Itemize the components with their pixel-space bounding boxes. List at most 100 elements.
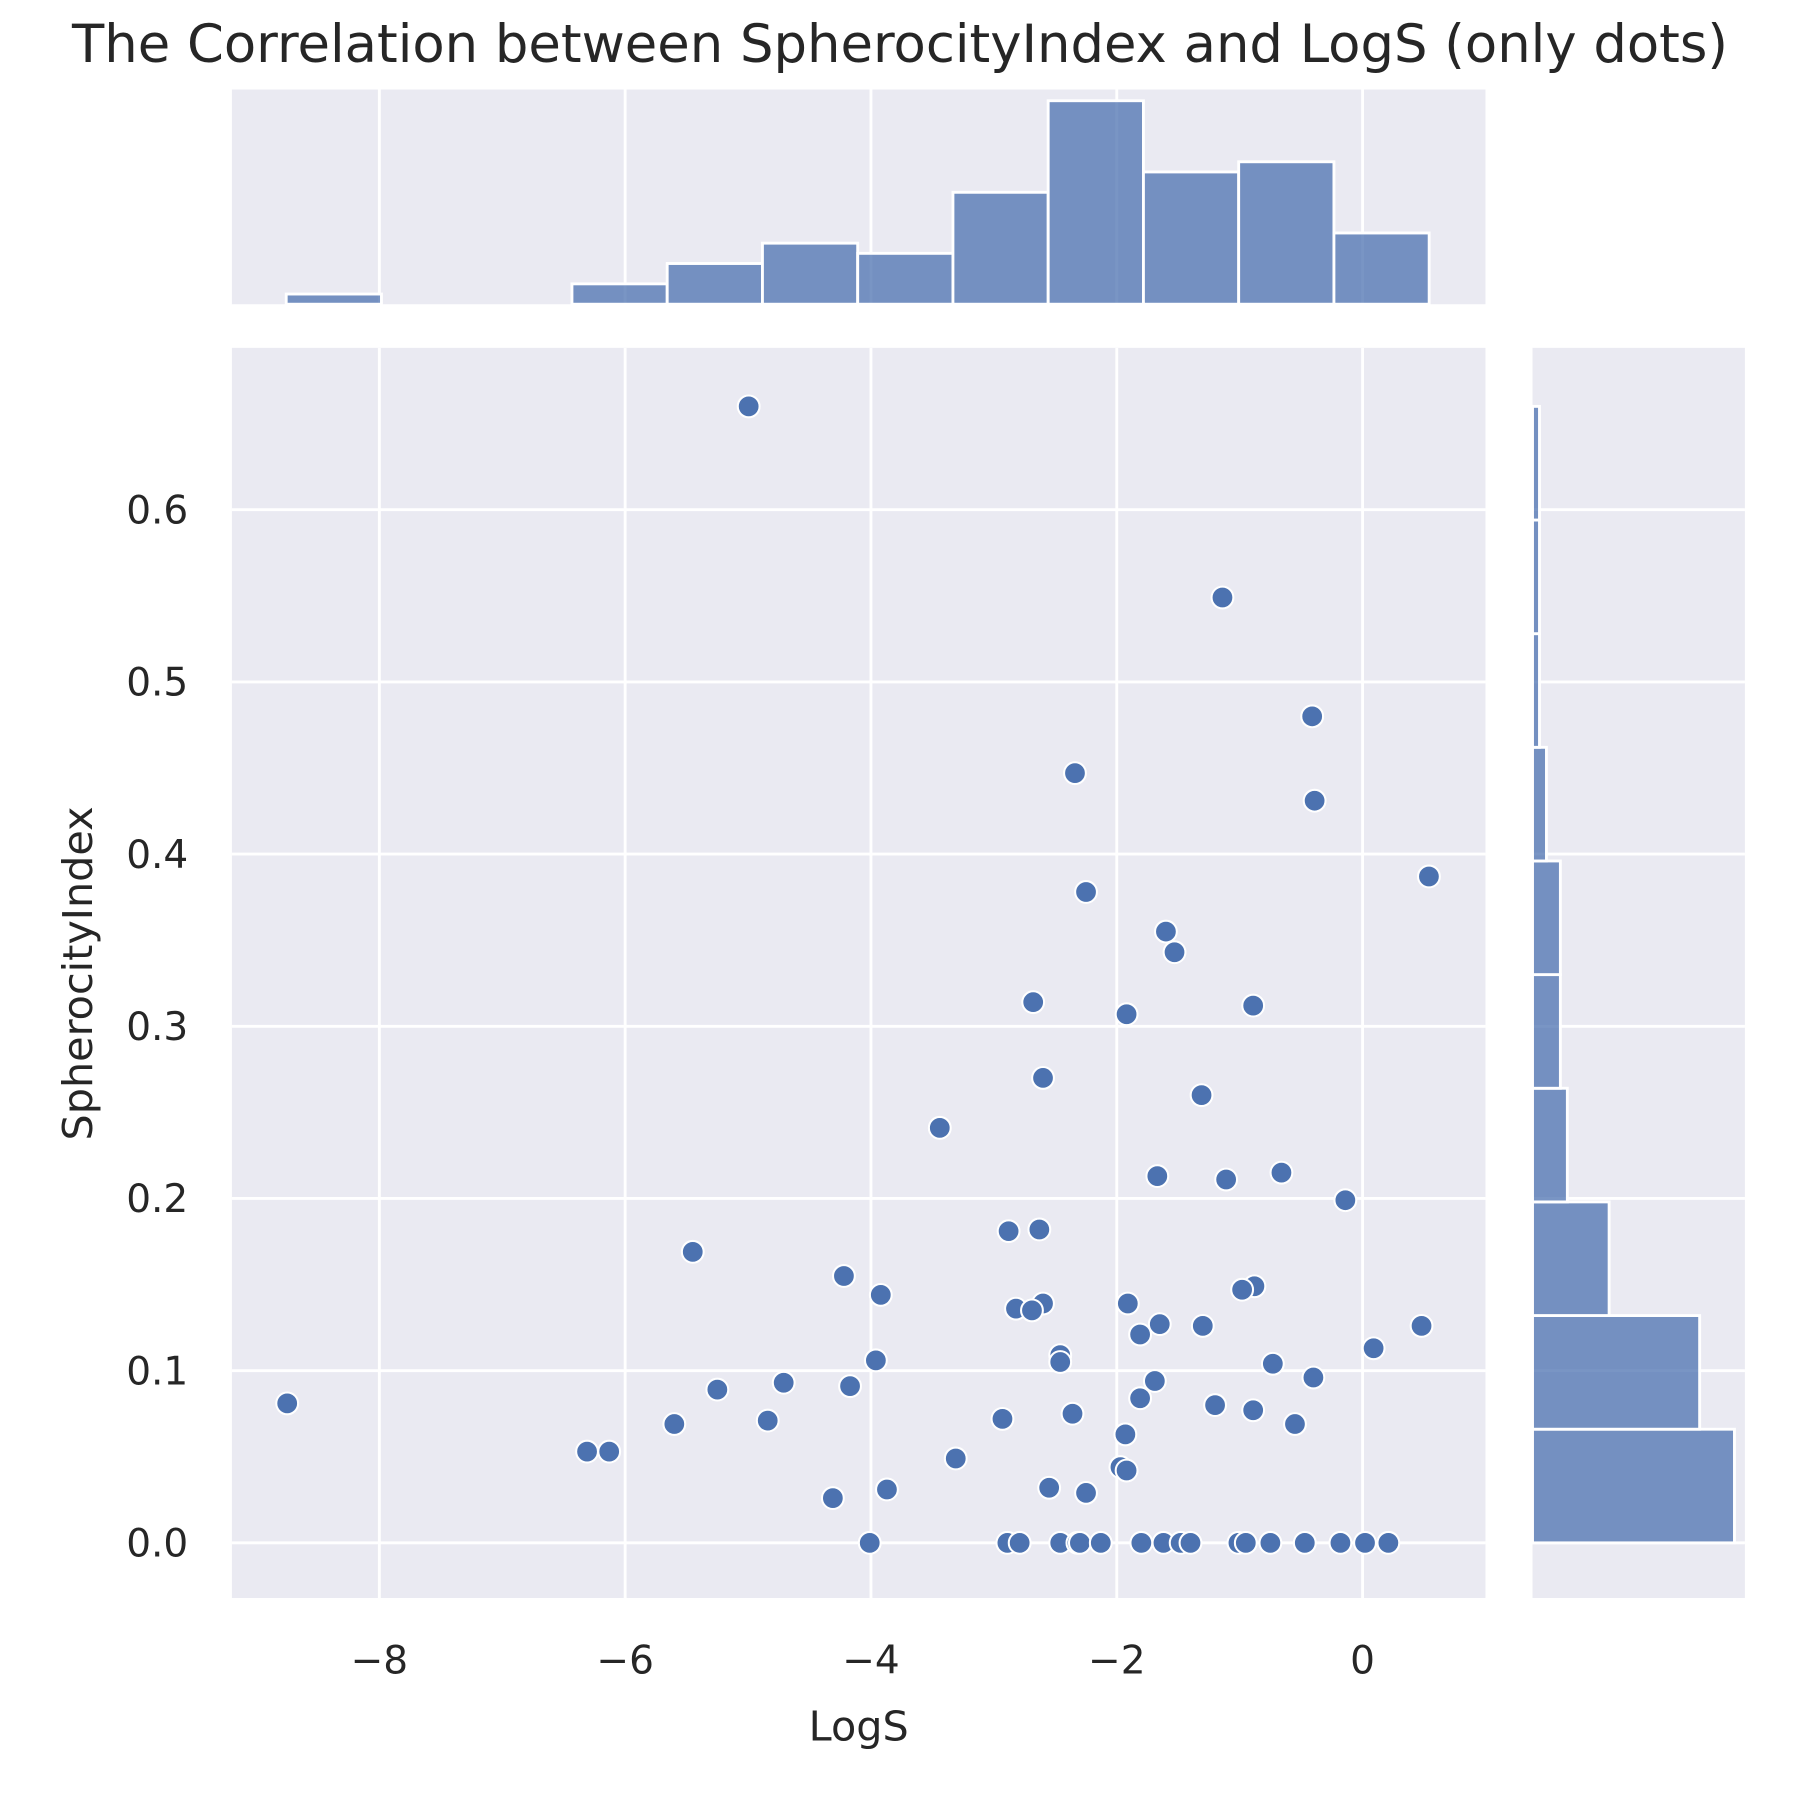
scatter-point [1128, 1322, 1153, 1347]
histogram-bar [761, 241, 860, 306]
scatter-point [736, 394, 761, 419]
scatter-point [1409, 1313, 1434, 1338]
x-tick-label: −6 [596, 1639, 654, 1684]
y-axis-label: SpherocityIndex [54, 806, 102, 1140]
histogram-bar [665, 262, 764, 306]
y-tick-label: 0.2 [126, 1177, 188, 1222]
scatter-point [662, 1412, 687, 1436]
scatter-point [1115, 1291, 1140, 1316]
scatter-point [680, 1239, 705, 1264]
scatter-point [1333, 1188, 1358, 1213]
x-tick-label: −8 [351, 1639, 409, 1684]
x-tick-label: −4 [842, 1639, 900, 1684]
histogram-bar [856, 251, 955, 306]
y-tick-label: 0.5 [126, 661, 188, 706]
histogram-bar [1531, 745, 1548, 863]
scatter-point [1031, 1065, 1055, 1090]
scatter-point [1189, 1083, 1214, 1108]
chart-title: The Correlation between SpherocityIndex … [71, 14, 1728, 75]
scatter-point [863, 1348, 888, 1373]
scatter-point [755, 1408, 780, 1433]
histogram-bar [1531, 1314, 1702, 1431]
scatter-point [857, 1530, 882, 1555]
scatter-point [1260, 1351, 1285, 1376]
scatter-point [1214, 1167, 1239, 1192]
scatter-point [868, 1282, 893, 1307]
scatter-point [831, 1264, 856, 1288]
histogram-bar [1531, 404, 1541, 522]
scatter-point [597, 1439, 622, 1464]
scatter-point [838, 1374, 863, 1399]
scatter-point [1302, 788, 1327, 813]
labels: −8 −6 −4 −2 0 0.0 0.1 0.2 0.3 0.4 0.5 0.6 [126, 488, 1375, 1683]
scatter-point [996, 1219, 1021, 1244]
scatter-point [1233, 1530, 1258, 1555]
scatter-point [1007, 1530, 1032, 1555]
scatter-point [1037, 1475, 1062, 1500]
scatter-point [1283, 1412, 1307, 1436]
x-tick-label: 0 [1350, 1639, 1375, 1684]
histogram-bar [1531, 518, 1541, 636]
histogram-bar [1332, 231, 1431, 306]
scatter-point [1178, 1530, 1203, 1555]
y-tick-label: 0.4 [126, 833, 188, 878]
histogram-bar [1531, 1086, 1569, 1204]
histogram-bar [1046, 99, 1145, 306]
scatter-point [575, 1439, 600, 1464]
histogram-bar [570, 282, 669, 306]
scatter-point [275, 1391, 300, 1416]
scatter-point [1269, 1160, 1294, 1185]
scatter-point [771, 1370, 796, 1395]
y-tick-label: 0.6 [126, 488, 188, 533]
scatter-point [1145, 1164, 1170, 1189]
scatter-point [1074, 1480, 1098, 1505]
scatter-point [1063, 761, 1087, 786]
scatter-point [1021, 990, 1046, 1015]
scatter-point [1027, 1217, 1052, 1242]
scatter-point [1190, 1313, 1215, 1338]
scatter-point [1301, 1365, 1326, 1390]
scatter-point [1292, 1530, 1317, 1555]
scatter-point [1114, 1458, 1139, 1483]
scatter-point [1129, 1530, 1154, 1555]
scatter-point [1328, 1530, 1353, 1555]
scatter-point [1416, 864, 1441, 889]
histogram-bar [1237, 160, 1336, 306]
scatter-point [1162, 940, 1187, 965]
scatter-point [875, 1477, 899, 1502]
scatter-point [943, 1446, 968, 1471]
histogram-bar [1531, 632, 1541, 749]
scatter-point [1230, 1277, 1255, 1302]
histogram-bar [284, 292, 383, 306]
scatter-point [1088, 1530, 1113, 1555]
scatter-point [705, 1377, 730, 1402]
scatter-point [1361, 1336, 1386, 1361]
scatter-point [1147, 1312, 1172, 1337]
scatter-point [1048, 1350, 1073, 1374]
scatter-point [1376, 1530, 1401, 1555]
scatter-point [1300, 704, 1325, 729]
scatter-point [1241, 993, 1266, 1018]
scatter-point [1241, 1398, 1266, 1423]
x-axis-label: LogS [809, 1702, 909, 1750]
scatter-point [1060, 1401, 1085, 1426]
plot-background [231, 347, 1486, 1598]
scatter-point [820, 1486, 845, 1511]
scatter-point [1113, 1422, 1138, 1447]
scatter-point [1210, 585, 1235, 610]
scatter-point [1142, 1369, 1167, 1393]
histogram-bar [1531, 1200, 1611, 1317]
scatter-point [1203, 1393, 1228, 1418]
histogram-bar [1141, 170, 1241, 306]
scatter-point [990, 1406, 1015, 1431]
histogram-bar [1531, 859, 1562, 977]
scatter-point [1353, 1530, 1377, 1555]
histogram-bar [951, 190, 1050, 306]
scatter-point [1258, 1530, 1283, 1555]
y-tick-label: 0.3 [126, 1005, 188, 1050]
scatter-point [927, 1115, 952, 1140]
y-tick-label: 0.1 [126, 1349, 188, 1394]
histogram-bar [1531, 1427, 1736, 1545]
